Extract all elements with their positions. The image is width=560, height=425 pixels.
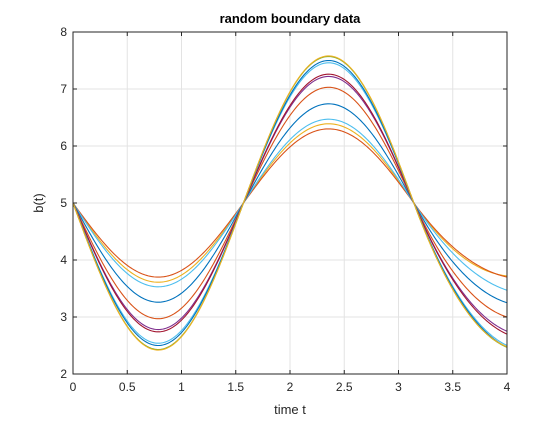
x-tick-label: 2.5 bbox=[336, 380, 353, 394]
series-group bbox=[72, 55, 508, 351]
y-tick-label: 2 bbox=[60, 367, 67, 381]
x-tick-label: 1.5 bbox=[227, 380, 244, 394]
series-line-11 bbox=[72, 55, 508, 351]
y-tick-label: 4 bbox=[60, 253, 67, 267]
y-tick-label: 8 bbox=[60, 25, 67, 39]
series-line-4 bbox=[72, 103, 508, 304]
ticks: 0 0.5 1 1.5 2 2.5 3 3.5 4 2 3 4 5 6 7 8 bbox=[60, 25, 510, 394]
x-tick-label: 3 bbox=[395, 380, 402, 394]
y-axis-label: b(t) bbox=[31, 193, 46, 213]
x-tick-label: 3.5 bbox=[444, 380, 461, 394]
x-axis-label: time t bbox=[274, 402, 306, 417]
series-line-3 bbox=[72, 118, 508, 291]
y-tick-label: 3 bbox=[60, 310, 67, 324]
y-tick-label: 7 bbox=[60, 82, 67, 96]
x-tick-label: 2 bbox=[287, 380, 294, 394]
x-tick-label: 0 bbox=[70, 380, 77, 394]
grid bbox=[72, 31, 508, 375]
x-tick-label: 4 bbox=[504, 380, 511, 394]
y-tick-label: 5 bbox=[60, 196, 67, 210]
x-tick-label: 0.5 bbox=[119, 380, 136, 394]
series-line-7 bbox=[72, 73, 508, 335]
x-tick-label: 1 bbox=[178, 380, 185, 394]
series-line-2 bbox=[72, 128, 508, 278]
series-line-1 bbox=[72, 123, 508, 283]
series-line-5 bbox=[72, 86, 508, 320]
chart-title: random boundary data bbox=[220, 11, 362, 26]
y-tick-label: 6 bbox=[60, 139, 67, 153]
